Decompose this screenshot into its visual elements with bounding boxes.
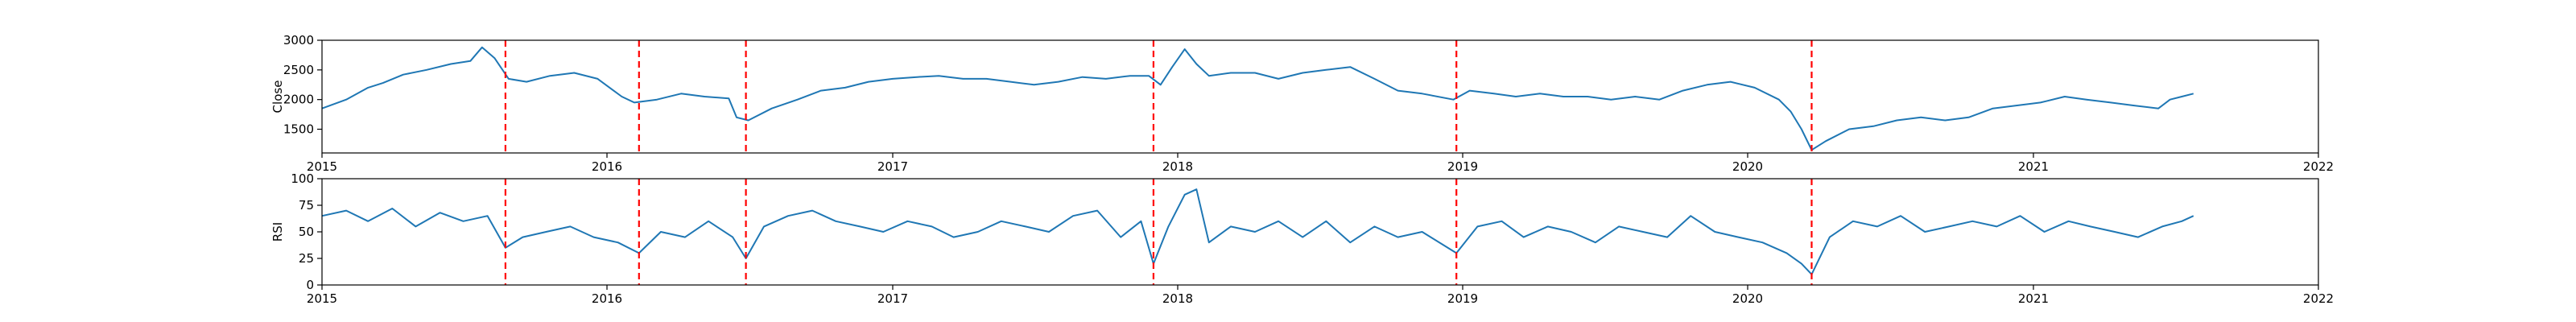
y-axis-label: Close [270, 80, 285, 114]
x-tick-label: 2022 [2303, 291, 2334, 306]
x-tick-label: 2020 [1732, 159, 1763, 174]
x-tick-label: 2017 [877, 291, 908, 306]
x-tick-label: 2019 [1447, 159, 1478, 174]
x-tick-label: 2020 [1732, 291, 1763, 306]
x-tick-label: 2022 [2303, 159, 2334, 174]
x-tick-label: 2021 [2018, 159, 2049, 174]
y-tick-label: 1500 [283, 122, 314, 137]
x-tick-label: 2018 [1162, 291, 1193, 306]
y-tick-label: 3000 [283, 33, 314, 47]
x-tick-label: 2019 [1447, 291, 1478, 306]
axes-frame [321, 39, 2319, 154]
y-tick-label: 25 [299, 251, 314, 266]
y-tick-label: 50 [299, 225, 314, 239]
x-tick-label: 2017 [877, 159, 908, 174]
x-tick-label: 2016 [592, 159, 622, 174]
rsi-panel: 2015 2016 2017 2018 2019 2020 2021 2022 0 25 50 75 1… [270, 171, 2334, 306]
close-series-line-0 [321, 46, 2194, 151]
x-tick-label: 2015 [307, 159, 337, 174]
x-tick-label: 2015 [307, 291, 337, 306]
rsi-series-line-0 [321, 188, 2194, 275]
y-tick-label: 0 [306, 278, 314, 292]
x-tick-label: 2016 [592, 291, 622, 306]
x-tick-label: 2018 [1162, 159, 1193, 174]
close-price-panel: 2015 2016 2017 2018 2019 2020 2021 2022 1500 2000… [270, 33, 2334, 174]
y-axis-label: RSI [270, 222, 285, 242]
axes-frame [321, 178, 2319, 286]
x-tick-label: 2021 [2018, 291, 2049, 306]
y-tick-label: 75 [299, 198, 314, 213]
y-tick-label: 2500 [283, 63, 314, 77]
y-tick-label: 2000 [283, 93, 314, 107]
y-tick-label: 100 [291, 171, 314, 186]
